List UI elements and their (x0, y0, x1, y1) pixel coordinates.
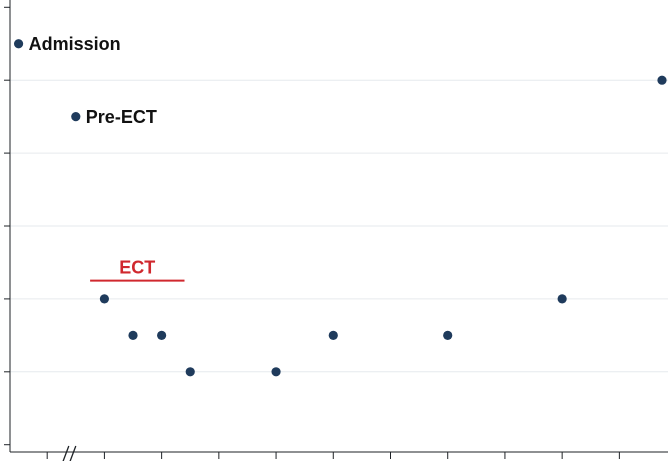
data-point (328, 330, 338, 340)
point-label: Pre-ECT (86, 107, 157, 127)
data-point (443, 330, 453, 340)
axis-break-mark (62, 445, 70, 461)
data-points (13, 39, 667, 377)
ect-label: ECT (119, 258, 155, 278)
point-label: Admission (29, 34, 121, 54)
data-point (128, 330, 138, 340)
data-point (557, 294, 567, 304)
point-labels: Admission Pre-ECT (29, 34, 157, 127)
annotations: ECT (90, 258, 185, 282)
data-point (271, 367, 281, 377)
data-point (657, 75, 667, 85)
data-point (185, 367, 195, 377)
data-point (71, 112, 81, 122)
axes (4, 0, 668, 461)
data-point (99, 294, 110, 304)
data-point (13, 39, 24, 49)
axis-break-mark (69, 445, 77, 461)
data-point (157, 330, 167, 340)
